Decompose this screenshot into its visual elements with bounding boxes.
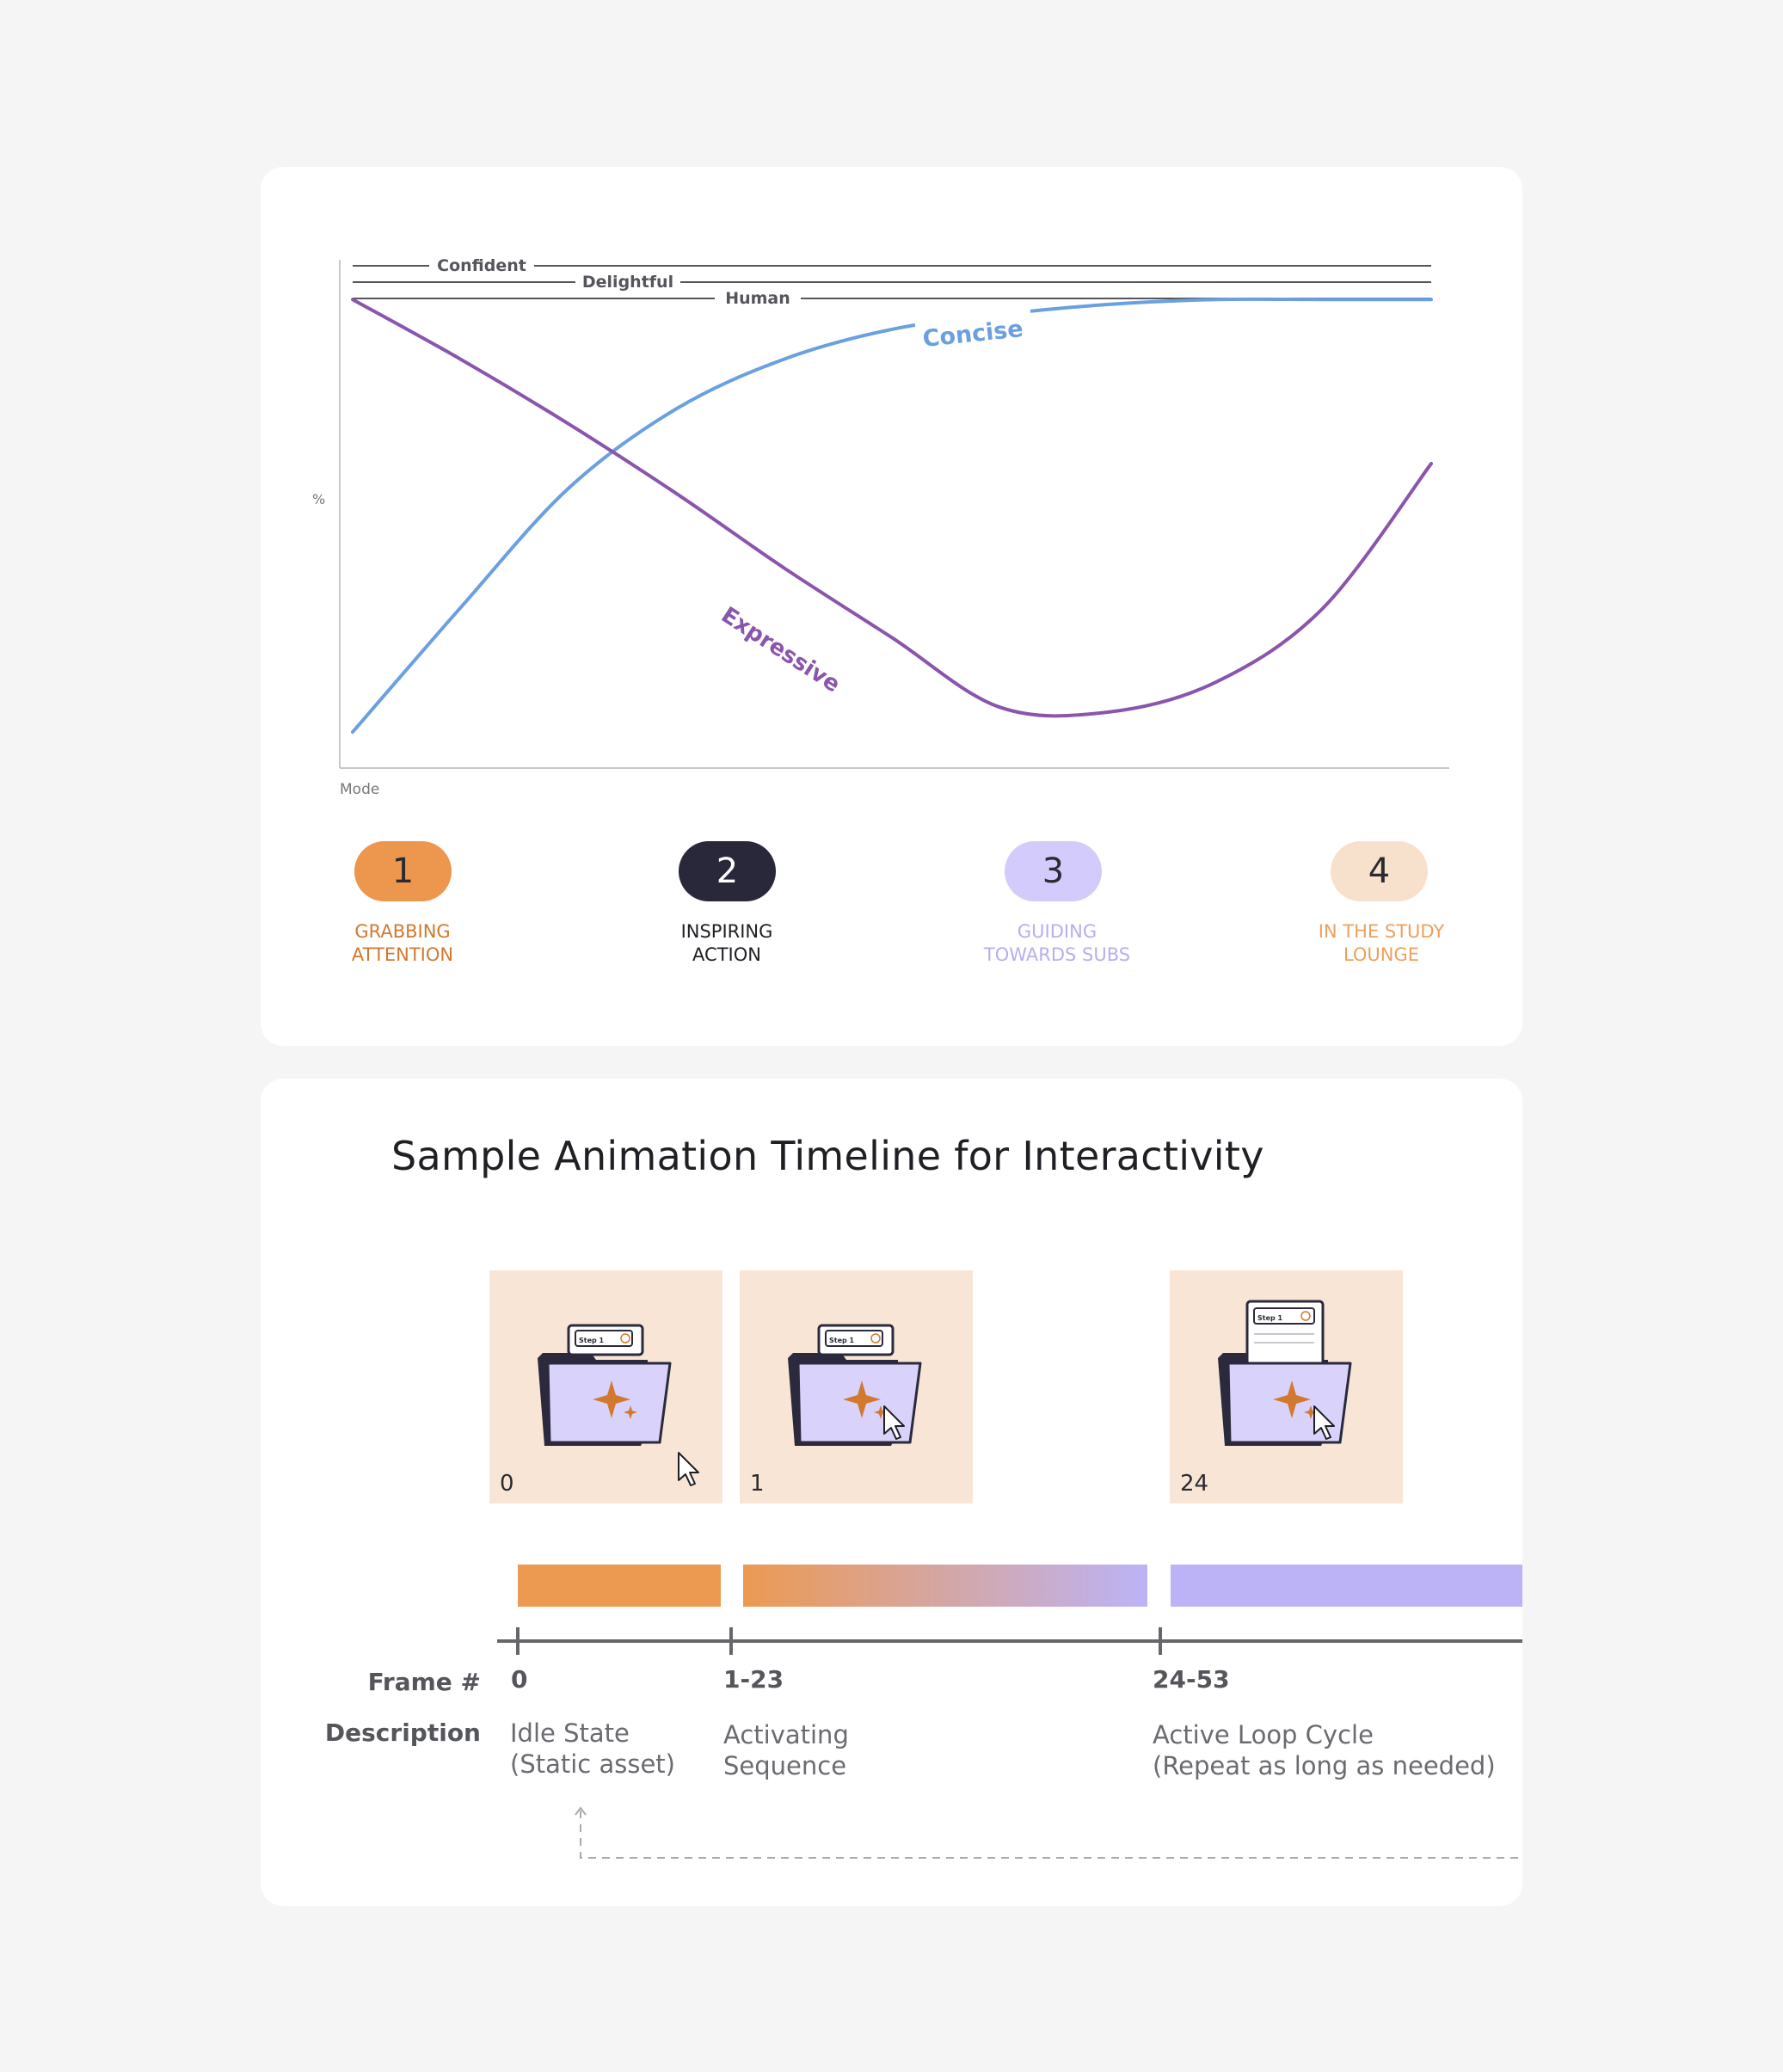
stage-3-badge: 3 [1005,841,1102,901]
stage-3-number: 3 [1042,852,1065,891]
frame-row-label: Frame # [367,1668,481,1696]
step-card-text: Step 1 [579,1337,605,1344]
stage-2-badge: 2 [679,841,776,901]
x-axis-label: Mode [340,781,379,798]
segment-description-activating: Activating Sequence [723,1720,849,1780]
series-line-expressive [351,298,1433,718]
y-axis-label: % [312,491,325,507]
stage-2-label: INSPIRING ACTION [680,921,773,965]
stage-1-number: 1 [391,852,415,891]
stage-1-badge: 1 [354,841,452,901]
loop-back-arrow [575,1806,1518,1859]
step-card-text: Step 1 [1257,1314,1283,1322]
stage-4-badge: 4 [1331,841,1428,901]
timeline-axis [497,1627,1522,1655]
segment-frames-idle: 0 [511,1665,528,1694]
stage-3-label: GUIDING TOWARDS SUBS [983,921,1131,965]
sparkle-icon [843,1380,881,1418]
thumbnail-frame-number: 1 [750,1471,765,1497]
description-row-label: Description [324,1718,481,1747]
cursor-icon [883,1405,905,1440]
stage-4-label: IN THE STUDY LOUNGE [1318,921,1445,965]
timeline-bar-loop [1171,1565,1522,1607]
chart-card: % Mode Confident Delightful Human Concis… [261,167,1522,1046]
reference-label-delightful: Delightful [582,273,673,292]
segment-frames-activating: 1-23 [723,1665,784,1694]
timeline-title: Sample Animation Timeline for Interactiv… [391,1133,1264,1179]
frame-thumbnail-0: Step 1 0 [489,1270,722,1503]
step-card-text: Step 1 [829,1337,855,1344]
series-label-expressive: Expressive [716,602,845,698]
timeline-bar-idle [518,1565,721,1607]
thumbnail-frame-number: 24 [1180,1471,1209,1497]
reference-lines: Confident Delightful Human [353,255,1431,308]
reference-label-confident: Confident [437,256,526,275]
reference-label-human: Human [725,289,790,308]
stage-1-label: GRABBING ATTENTION [351,921,454,965]
segment-description-idle: Idle State (Static asset) [510,1718,675,1779]
cursor-icon [1313,1405,1335,1440]
sparkle-icon [1273,1380,1311,1418]
cursor-icon [678,1452,699,1486]
timeline-bar-activating [743,1565,1147,1607]
frame-thumbnail-1: Step 1 1 [740,1270,973,1503]
sparkle-icon [593,1380,630,1418]
folder-sparkle-illustration: Step 1 [538,1324,699,1486]
segment-description-loop: Active Loop Cycle (Repeat as long as nee… [1153,1720,1496,1780]
folder-sparkle-illustration: Step 1 [1218,1300,1352,1446]
series-line-concise [351,297,1433,735]
arrow-up-icon [575,1806,587,1816]
frame-thumbnail-24: Step 1 24 [1170,1270,1403,1503]
stage-2-number: 2 [716,852,739,891]
stage-4-number: 4 [1368,852,1391,891]
folder-sparkle-illustration: Step 1 [788,1324,922,1446]
timeline-card: Sample Animation Timeline for Interactiv… [261,1079,1522,1906]
thumbnail-frame-number: 0 [500,1471,514,1497]
segment-frames-loop: 24-53 [1153,1665,1230,1694]
line-chart: % Mode Confident Delightful Human Concis… [312,255,1449,798]
